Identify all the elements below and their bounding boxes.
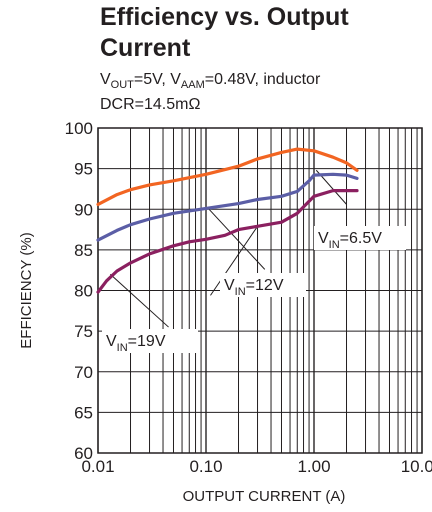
y-tick-label: 60	[74, 444, 93, 463]
vin-6.5v-label: VIN=6.5V	[318, 230, 382, 251]
vin-19v-label-bg	[102, 329, 198, 353]
label-leader-line	[207, 208, 266, 270]
x-tick-label: 0.10	[189, 457, 222, 476]
y-tick-label: 100	[65, 119, 93, 138]
subtitle-vout-sub: OUT	[110, 79, 134, 91]
y-tick-label: 70	[74, 363, 93, 382]
x-tick-label: 10.00	[401, 457, 432, 476]
vin-12v-label: VIN=12V	[224, 277, 284, 298]
vin-6.5v-label-bg	[314, 226, 406, 250]
vin-12v-label-bg	[220, 273, 306, 297]
vin-12v-series-line	[96, 172, 359, 242]
y-tick-label: 65	[74, 403, 93, 422]
label-leader-line	[109, 273, 169, 328]
y-tick-label: 85	[74, 241, 93, 260]
chart-subtitle-line2: DCR=14.5mΩ	[100, 96, 201, 113]
y-tick-label: 90	[74, 200, 93, 219]
subtitle-vaam-sub: AAM	[180, 79, 205, 91]
chart-title-line2: Current	[100, 34, 191, 62]
y-axis-label: EFFICIENCY (%)	[18, 232, 35, 348]
y-tick-label: 75	[74, 322, 93, 341]
vin-6.5v-series-line	[96, 147, 359, 206]
y-tick-label: 80	[74, 282, 93, 301]
subtitle-vaam-value: =0.48V, inductor	[204, 71, 321, 88]
chart-title: Efficiency vs. Output Current	[100, 2, 349, 64]
subtitle-vaam: V	[170, 71, 181, 88]
label-leader-line	[210, 226, 258, 296]
x-tick-label: 0.01	[81, 457, 114, 476]
x-axis-label: OUTPUT CURRENT (A)	[183, 488, 346, 505]
vin-19v-label: VIN=19V	[106, 333, 166, 354]
chart-subtitle-line1: VOUT=5V, VAAM=0.48V, inductor	[100, 70, 321, 91]
vin-19v-series-line	[96, 189, 359, 294]
subtitle-vout-value: =5V,	[133, 71, 171, 88]
subtitle-vout: V	[100, 71, 111, 88]
y-tick-label: 95	[74, 160, 93, 179]
chart-title-line1: Efficiency vs. Output	[100, 3, 349, 31]
x-tick-label: 1.00	[297, 457, 330, 476]
